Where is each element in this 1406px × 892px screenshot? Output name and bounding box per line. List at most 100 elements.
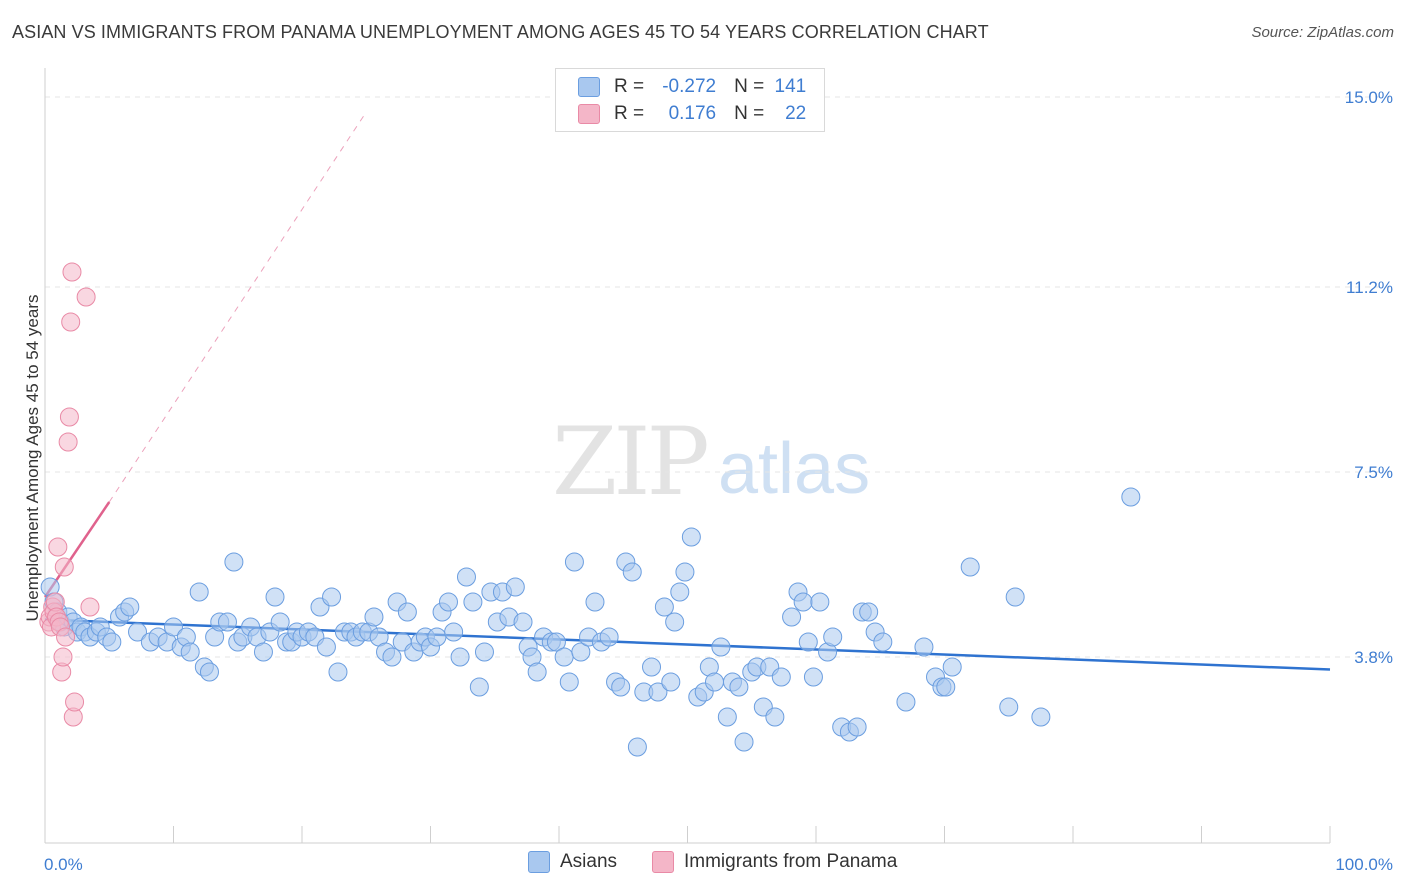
asians-point <box>180 642 200 662</box>
asians-point <box>469 677 489 697</box>
series-legend: Asians Immigrants from Panama <box>0 851 1406 879</box>
panama-swatch <box>652 851 674 873</box>
r-value: -0.272 <box>662 76 717 97</box>
panama-point <box>76 287 96 307</box>
asians-point <box>711 637 731 657</box>
asians-point <box>265 587 285 607</box>
panama-point <box>61 312 81 332</box>
panama-point <box>54 557 74 577</box>
asians-swatch <box>528 851 550 873</box>
asians-point <box>463 592 483 612</box>
asians-point <box>670 582 690 602</box>
y-tick-label: 7.5% <box>1354 463 1393 482</box>
asians-point <box>648 682 668 702</box>
asians-point <box>316 637 336 657</box>
asians-point <box>823 627 843 647</box>
asians-point <box>611 677 631 697</box>
legend-item-panama[interactable]: Immigrants from Panama <box>652 851 897 873</box>
axes <box>44 68 1331 844</box>
asians-point <box>513 612 533 632</box>
asians-point <box>450 647 470 667</box>
asians-point <box>328 662 348 682</box>
asians-point <box>936 677 956 697</box>
y-tick-label: 15.0% <box>1345 88 1393 107</box>
y-tick-label: 11.2% <box>1346 278 1393 297</box>
asians-point <box>859 602 879 622</box>
n-value: 22 <box>785 103 807 124</box>
asians-point <box>798 632 818 652</box>
n-value: 141 <box>774 76 807 97</box>
asians-point <box>1031 707 1051 727</box>
panama-point <box>80 597 100 617</box>
asians-point <box>444 622 464 642</box>
legend-row-asians: R = -0.272 N = 141 <box>578 74 806 100</box>
r-value: 0.176 <box>668 103 717 124</box>
asians-point <box>438 592 458 612</box>
x-tick-label: 0.0% <box>44 855 83 874</box>
asians-point <box>456 567 476 587</box>
legend-item-asians[interactable]: Asians <box>528 851 617 873</box>
asians-point <box>546 632 566 652</box>
asians-point <box>585 592 605 612</box>
chart-title: ASIAN VS IMMIGRANTS FROM PANAMA UNEMPLOY… <box>12 22 989 42</box>
asians-point <box>942 657 962 677</box>
watermark-atlas: atlas <box>718 429 871 509</box>
asians-point <box>771 667 791 687</box>
correlation-legend: R = -0.272 N = 141 R = 0.176 N = 22 <box>555 68 825 132</box>
asians-point <box>364 607 384 627</box>
legend-label: Immigrants from Panama <box>684 851 898 872</box>
asians-point <box>914 637 934 657</box>
asians-point <box>224 552 244 572</box>
x-tick-label: 100.0% <box>1335 855 1393 874</box>
asians-point <box>896 692 916 712</box>
asians-point <box>665 612 685 632</box>
panama-point <box>59 407 79 427</box>
r-label: R = <box>614 103 645 124</box>
asians-point <box>199 662 219 682</box>
panama-swatch <box>578 104 600 124</box>
y-tick-label: 3.8% <box>1354 648 1393 667</box>
n-label: N = <box>734 103 765 124</box>
asians-point <box>793 592 813 612</box>
asians-point <box>554 647 574 667</box>
asians-point <box>960 557 980 577</box>
asians-point <box>627 737 647 757</box>
asians-point <box>189 582 209 602</box>
asians-swatch <box>578 77 600 97</box>
asians-point <box>397 602 417 622</box>
asians-point <box>642 657 662 677</box>
panama-point <box>65 692 85 712</box>
asians-point <box>474 642 494 662</box>
asians-point <box>559 672 579 692</box>
asians-point <box>571 642 591 662</box>
asians-point <box>427 627 447 647</box>
asians-point <box>704 672 724 692</box>
grid-lines <box>45 96 1395 658</box>
panama-point <box>56 627 76 647</box>
asians-point <box>164 617 183 637</box>
asians-point <box>505 577 525 597</box>
asians-point <box>675 562 695 582</box>
asians-point <box>1121 487 1141 507</box>
asians-point <box>527 662 547 682</box>
asians-point <box>599 627 619 647</box>
asians-point <box>782 607 802 627</box>
asians-point <box>382 647 402 667</box>
panama-point <box>48 537 68 557</box>
panama-point <box>58 432 78 452</box>
trend-lines <box>43 111 1331 671</box>
panama-point <box>53 647 73 667</box>
asians-point <box>217 612 237 632</box>
asians-point <box>622 562 642 582</box>
asians-point <box>803 667 823 687</box>
asians-point <box>270 612 290 632</box>
asians-point <box>564 552 584 572</box>
asians-point <box>120 597 140 617</box>
panama-trend-extension <box>108 111 367 503</box>
asians-point <box>847 717 867 737</box>
y-axis-label: Unemployment Among Ages 45 to 54 years <box>23 295 42 622</box>
asians-point <box>1005 587 1025 607</box>
legend-row-panama: R = 0.176 N = 22 <box>578 101 806 127</box>
asians-point <box>999 697 1019 717</box>
